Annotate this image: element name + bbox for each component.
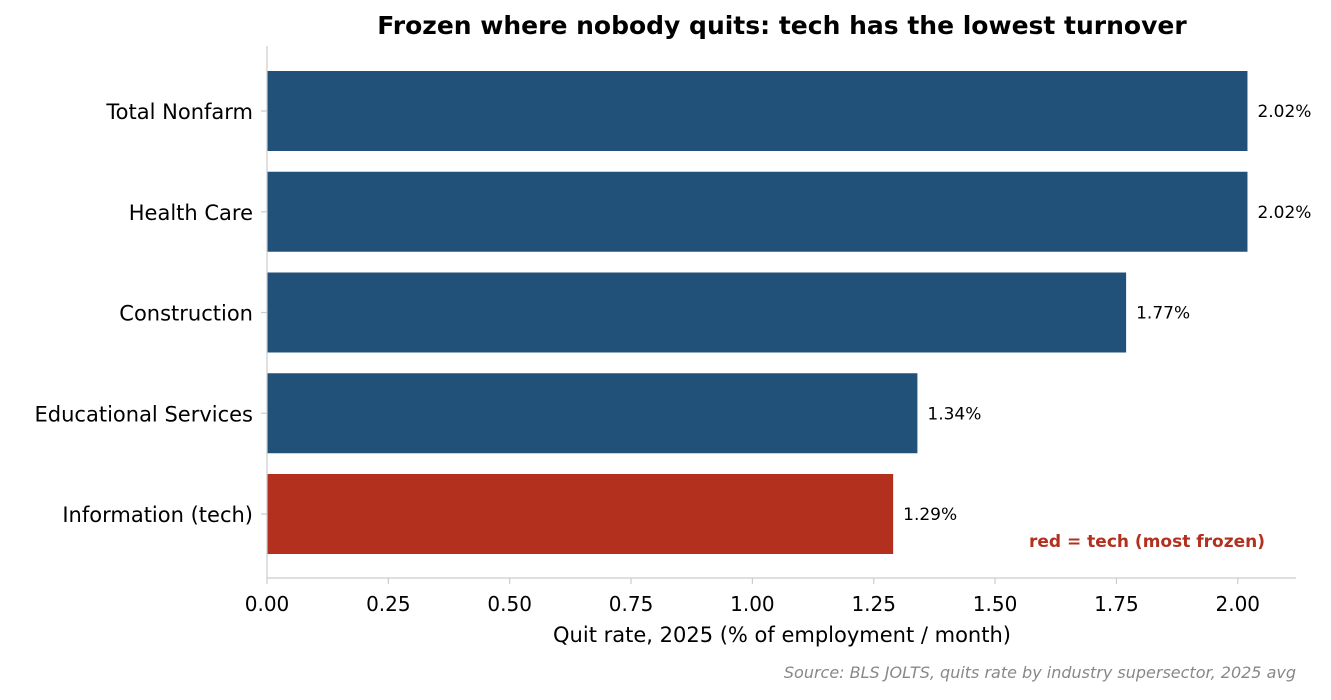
bar-value-label: 1.29% [903, 505, 957, 525]
x-tick-label: 1.75 [1094, 592, 1139, 616]
x-tick-label: 1.50 [973, 592, 1018, 616]
category-label: Construction [119, 302, 253, 326]
value-labels-layer: 2.02% 2.02% 1.77% 1.34% 1.29% [903, 102, 1311, 525]
bar [267, 373, 918, 454]
x-tick-label: 0.25 [366, 592, 411, 616]
tech-highlight-annotation: red = tech (most frozen) [1029, 532, 1265, 552]
chart-title: Frozen where nobody quits: tech has the … [377, 11, 1187, 40]
x-tick-label: 2.00 [1215, 592, 1260, 616]
bar-value-label: 2.02% [1257, 102, 1311, 122]
category-labels-layer: Total Nonfarm Health Care Construction Educ… [35, 100, 267, 527]
category-label: Health Care [129, 201, 253, 225]
x-tick-label: 1.25 [851, 592, 896, 616]
category-label: Educational Services [35, 402, 253, 426]
x-ticks-layer: 0.00 0.25 0.50 0.75 1.00 1.25 1.50 1.75 2.00 [245, 578, 1260, 616]
bar-value-label: 1.77% [1136, 304, 1190, 324]
bar [267, 71, 1248, 151]
x-tick-label: 1.00 [730, 592, 775, 616]
bar-value-label: 2.02% [1257, 203, 1311, 223]
category-label: Information (tech) [62, 503, 253, 527]
bar-value-label: 1.34% [927, 404, 981, 424]
category-label: Total Nonfarm [105, 100, 253, 124]
x-tick-label: 0.00 [245, 592, 290, 616]
x-axis-label: Quit rate, 2025 (% of employment / month… [553, 623, 1011, 647]
bars-layer [267, 71, 1248, 554]
bar [267, 272, 1127, 353]
bar [267, 171, 1248, 252]
x-tick-label: 0.75 [609, 592, 654, 616]
bar [267, 474, 894, 554]
x-tick-label: 0.50 [487, 592, 532, 616]
source-note: Source: BLS JOLTS, quits rate by industr… [784, 663, 1296, 682]
